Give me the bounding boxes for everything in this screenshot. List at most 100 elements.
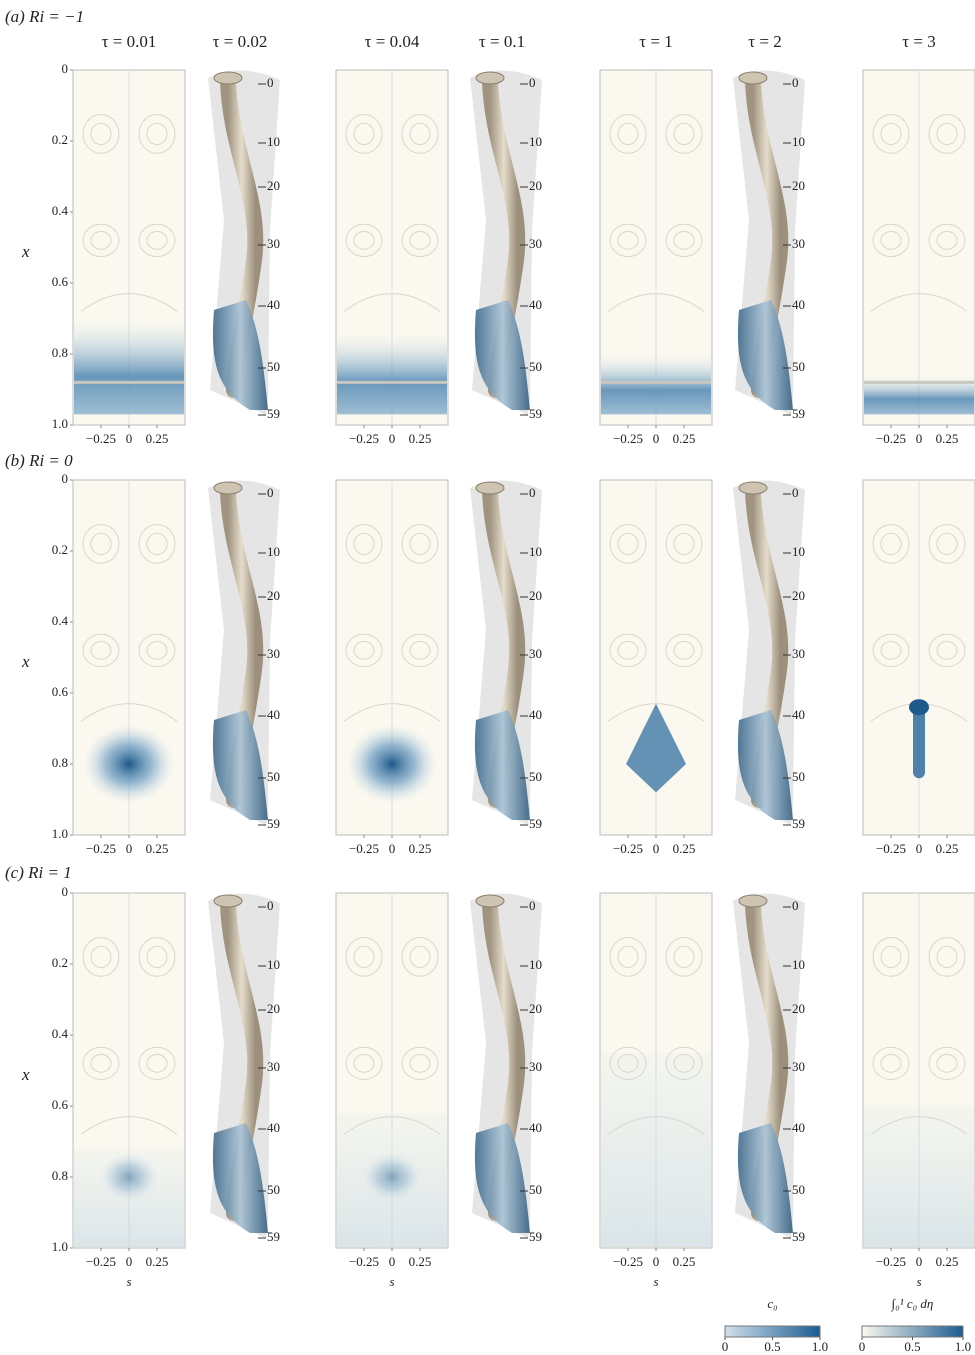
contour: [146, 122, 168, 146]
tube-lower: [212, 710, 268, 820]
shading: [601, 1052, 711, 1247]
tube-label: 0: [267, 485, 274, 500]
x-tick-label: 0: [389, 1254, 396, 1269]
x-tick-label: −0.25: [613, 1254, 643, 1269]
tube-label: 50: [792, 359, 805, 374]
x-tick-label: 0: [126, 841, 133, 856]
heatmap-panel: [862, 479, 975, 836]
y-tick-label: 0.8: [52, 345, 68, 360]
tube-label: 30: [267, 236, 280, 251]
contour: [928, 524, 966, 564]
y-tick-label: 1.0: [52, 826, 68, 841]
contour: [409, 641, 431, 660]
contour: [617, 945, 639, 969]
contour: [928, 114, 966, 154]
tube-label: 20: [267, 1001, 280, 1016]
colorbar-label: c₀: [767, 1296, 777, 1311]
contour: [146, 532, 168, 556]
contour: [90, 641, 112, 660]
shading: [99, 1152, 159, 1202]
shading: [362, 1152, 422, 1202]
tube-label: 59: [792, 1229, 805, 1244]
tube-top: [213, 71, 243, 85]
contour: [345, 524, 383, 564]
contour: [936, 231, 958, 250]
x-tick-label: −0.25: [876, 431, 906, 446]
tube-label: 30: [529, 236, 542, 251]
x-tick-label: −0.25: [876, 1254, 906, 1269]
y-tick-label: 0.6: [52, 1097, 69, 1112]
contour: [880, 231, 902, 250]
tube-panel: [470, 893, 542, 1238]
tube-label: 20: [529, 1001, 542, 1016]
contour: [665, 937, 703, 977]
y-tick-label: 0.2: [52, 955, 68, 970]
contour: [409, 122, 431, 146]
heatmap-panel: [335, 69, 449, 426]
contour: [609, 937, 647, 977]
tube-label: 59: [792, 406, 805, 421]
contour: [872, 524, 910, 564]
contour: [138, 1046, 176, 1081]
axis-label: s: [653, 1274, 658, 1289]
contour: [665, 633, 703, 668]
contour: [928, 633, 966, 668]
tube-lower: [737, 300, 793, 410]
tube-label: 30: [792, 236, 805, 251]
tube-lower: [737, 710, 793, 820]
tube-label: 10: [529, 957, 542, 972]
contour: [928, 1046, 966, 1081]
tube-panel: [733, 70, 805, 416]
contour: [353, 122, 375, 146]
tube-label: 50: [267, 769, 280, 784]
tube-label: 50: [792, 769, 805, 784]
contour: [138, 937, 176, 977]
tube-label: 10: [529, 544, 542, 559]
tube-panel: [208, 70, 280, 416]
x-tick-label: −0.25: [613, 841, 643, 856]
tube-label: 59: [267, 406, 280, 421]
tube-top: [475, 71, 505, 85]
tube-label: 59: [529, 406, 542, 421]
tube-lower: [474, 300, 530, 410]
tube-label: 20: [529, 178, 542, 193]
contour: [353, 231, 375, 250]
tube-top: [213, 481, 243, 495]
contour: [138, 114, 176, 154]
tube-panel: [733, 893, 805, 1238]
shading: [337, 332, 447, 415]
tube-top: [738, 481, 768, 495]
contour: [928, 937, 966, 977]
heatmap-panel: [72, 892, 186, 1249]
x-tick-label: 0.25: [673, 1254, 696, 1269]
contour: [146, 1054, 168, 1073]
contour: [936, 532, 958, 556]
contour: [936, 641, 958, 660]
contour: [401, 1046, 439, 1081]
colorbar-label: ∫₀¹ c₀ dη: [891, 1296, 934, 1312]
contour: [90, 122, 112, 146]
contour: [617, 532, 639, 556]
heatmap-panel: [72, 69, 186, 426]
x-tick-label: 0.25: [146, 1254, 169, 1269]
contour: [82, 524, 120, 564]
x-tick-label: −0.25: [86, 431, 116, 446]
heatmap-panel: [862, 892, 975, 1249]
x-tick-label: 0.25: [673, 431, 696, 446]
contour: [82, 937, 120, 977]
colorbar-tick-label: 0: [859, 1339, 866, 1354]
contour: [146, 231, 168, 250]
tube-label: 59: [529, 816, 542, 831]
colorbar: [724, 1325, 821, 1338]
contour: [401, 114, 439, 154]
shading: [83, 724, 175, 804]
contour: [138, 633, 176, 668]
contour: [146, 641, 168, 660]
y-tick-label: 0.2: [52, 542, 68, 557]
row-label: (a) Ri = −1: [5, 7, 84, 26]
y-tick-label: 1.0: [52, 416, 68, 431]
contour: [617, 641, 639, 660]
tube-label: 50: [267, 1182, 280, 1197]
y-tick-label: 0: [62, 884, 69, 899]
tube-label: 59: [529, 1229, 542, 1244]
